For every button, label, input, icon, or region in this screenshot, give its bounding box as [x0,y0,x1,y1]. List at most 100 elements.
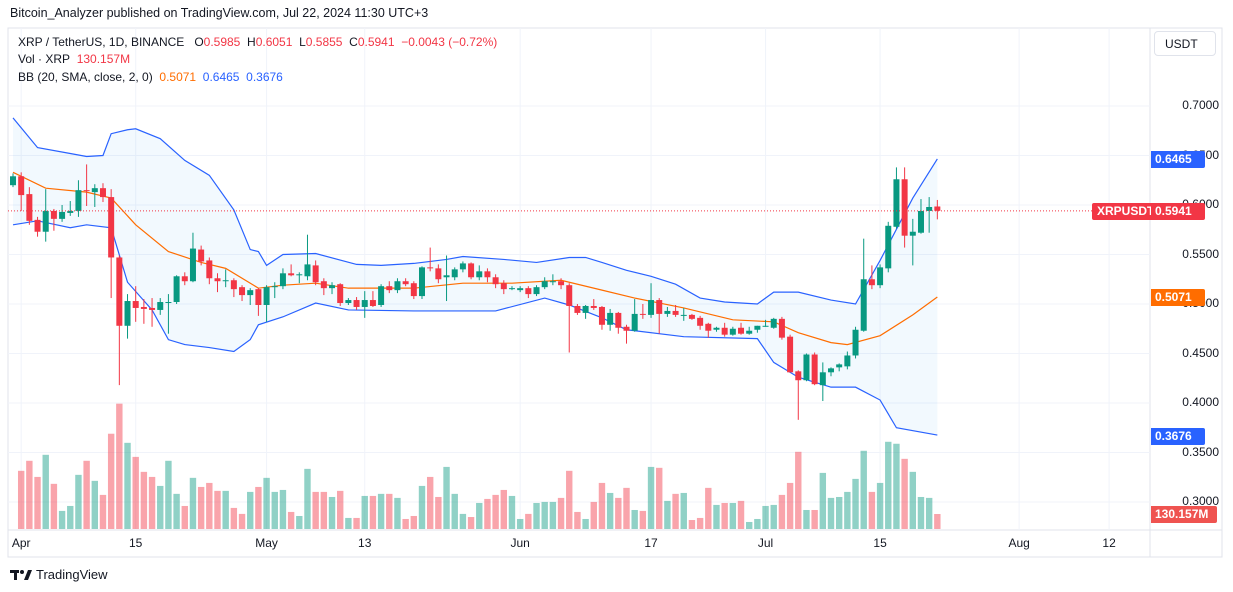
volume-bar [369,495,377,529]
volume-bar [148,476,156,529]
candle-body [607,312,614,325]
candle-body [852,329,859,356]
candle-body [345,300,352,304]
volume-bar [173,493,180,529]
candle-body [803,354,810,381]
candle-body [738,327,745,334]
legend-bb-row: BB (20, SMA, close, 2, 0) 0.5071 0.6465 … [18,70,283,84]
candle-body [378,286,385,305]
volume-bar [664,500,671,529]
volume-bar [492,494,499,529]
volume-bar [476,502,483,529]
volume-bar [451,493,458,529]
candle-body [648,300,655,315]
volume-bar [844,491,851,529]
volume-bar [827,497,835,529]
low-value: 0.5855 [305,35,343,49]
candle-body [770,318,777,328]
candle-body [288,273,295,276]
time-tick: May [255,536,278,550]
candle-body [672,310,679,315]
volume-bar [140,471,148,529]
candle-body [116,257,123,326]
volume-bar [631,509,638,529]
volume-bar [746,521,753,529]
currency-button[interactable]: USDT [1154,31,1216,56]
bb-basis-line [12,171,938,346]
volume-bar [557,497,565,529]
volume-bar [443,466,450,529]
candle-body [149,307,156,310]
volume-bar [91,480,98,529]
volume-bar [852,478,859,529]
volume-bar [574,511,581,529]
time-tick: 15 [129,536,143,550]
candle-body [124,301,131,326]
volume-bar [917,496,925,529]
symbol-price-tag: XRPUSDT [1092,203,1160,220]
candle-body [705,323,712,331]
candle-body [909,231,916,236]
candle-body [484,271,491,278]
volume-bar [786,482,794,529]
volume-bar [247,491,254,529]
volume-bar [394,497,401,529]
volume-bar [876,482,884,529]
open-value: 0.5985 [203,35,241,49]
volume-bar [688,520,696,529]
time-tick: 13 [358,536,372,550]
volume-bar [508,495,516,529]
volume-bar [525,513,532,529]
legend-volume-row: Vol · XRP 130.157M [18,52,130,66]
candle-body [517,288,524,291]
symbol-title[interactable]: XRP / TetherUS, 1D, BINANCE [18,35,185,49]
open-label: O [194,35,204,49]
candle-body [361,300,368,307]
candle-body [590,305,597,308]
volume-bar [50,483,58,529]
volume-bar [42,454,49,529]
volume-bar [353,517,360,529]
time-tick: Jul [757,536,774,550]
volume-bar [803,509,810,529]
volume-bar [672,493,679,529]
volume-bar [811,509,818,529]
candle-body [468,263,475,278]
volume-bar [484,498,491,529]
candle-body [721,327,728,335]
candle-body [656,300,663,314]
volume-bar [26,460,33,529]
tradingview-logo[interactable]: TradingView [10,567,108,582]
volume-bar [909,471,916,529]
volume-bar [590,501,597,529]
close-value: 0.5941 [357,35,395,49]
high-value: 0.6051 [255,35,293,49]
volume-bar [304,468,311,529]
volume-bars [17,403,941,529]
candle-body [189,248,196,282]
volume-bar [222,490,229,529]
candle-body [615,312,622,328]
volume-bar [132,456,139,529]
volume-bar [116,403,123,529]
candle-body [337,284,344,304]
price-tick: 0.4000 [1182,395,1219,409]
candle-body [795,371,802,381]
volume-bar [868,491,876,529]
volume-bar [885,441,892,529]
candle-body [492,277,499,285]
volume-bar [934,514,941,529]
volume-bar [729,502,737,529]
candle-body [508,288,515,290]
bb-label[interactable]: BB (20, SMA, close, 2, 0) [18,70,153,84]
volume-value: 130.157M [76,52,131,66]
candle-body [26,194,33,221]
volume-bar [500,489,507,529]
volume-bar [271,491,278,529]
volume-label[interactable]: Vol · XRP [18,52,71,66]
candle-body [525,288,532,295]
candle-body [304,264,311,277]
change-value: −0.0043 (−0.72%) [401,35,498,49]
bb-lower-price-label: 0.3676 [1151,428,1205,445]
